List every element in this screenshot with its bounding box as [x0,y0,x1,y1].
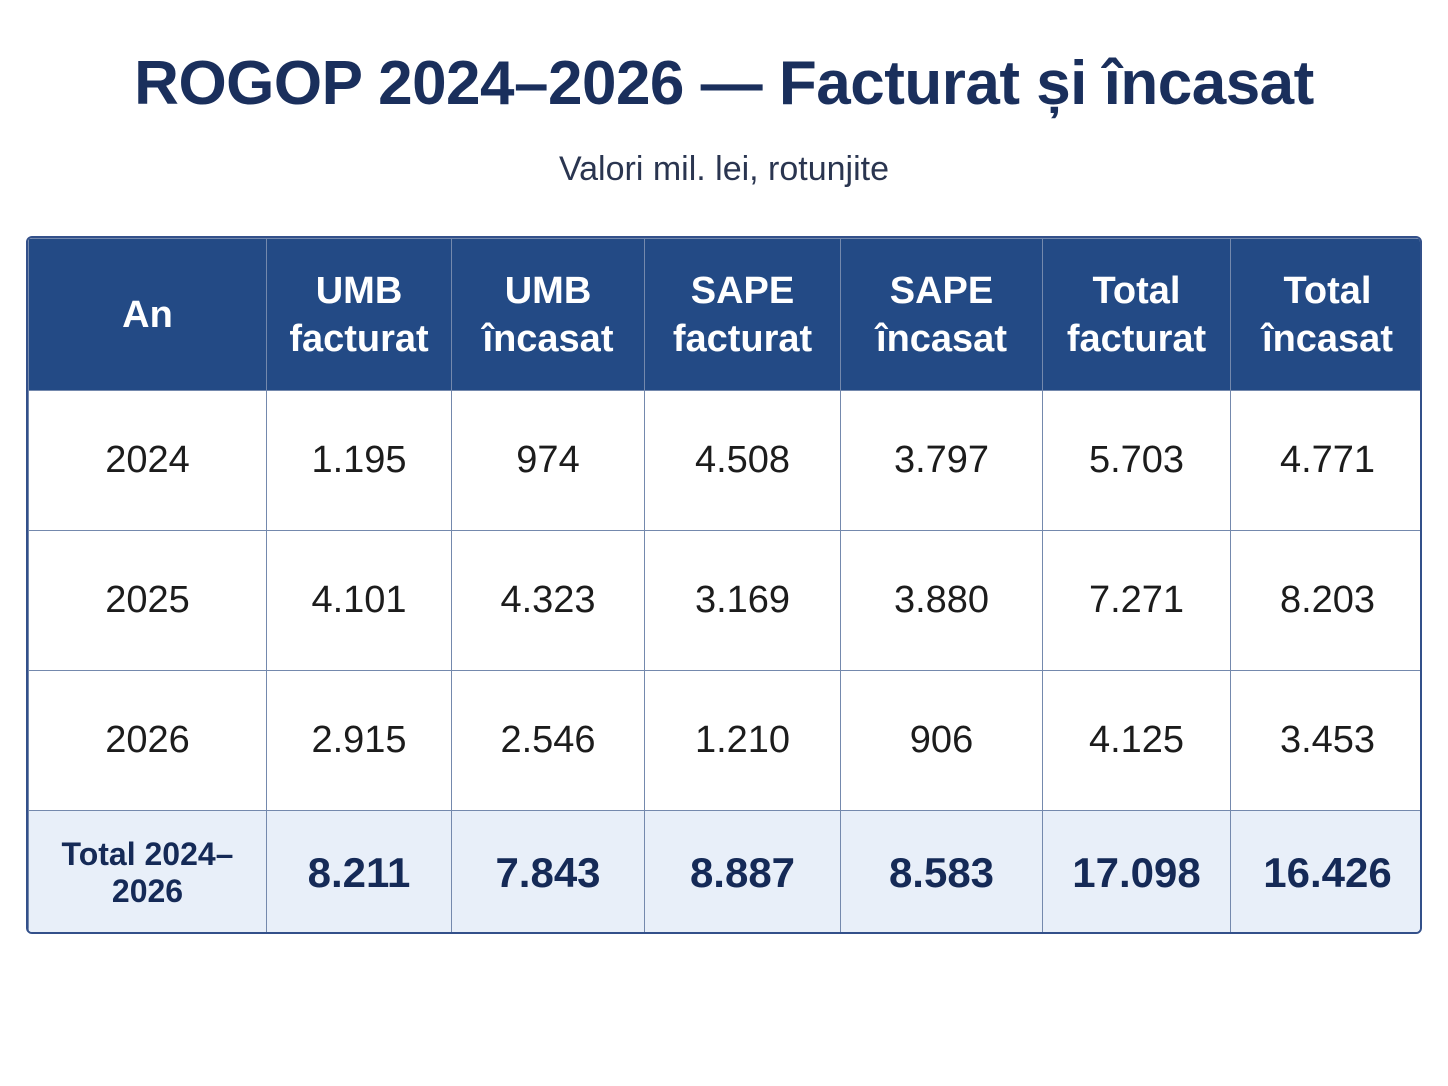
page-subtitle: Valori mil. lei, rotunjite [558,150,890,188]
table-cell-year: 2026 [28,670,267,811]
column-header-umb-facturat: UMB facturat [266,238,452,391]
column-header-line1: UMB [315,269,403,312]
table-header-row: An UMB facturat UMB încasat SAPE factura… [28,238,1420,391]
column-header-total-incasat: Total încasat [1230,238,1420,391]
table-cell-year: 2025 [28,530,267,671]
column-header-line2: facturat [1066,317,1207,360]
table-total-cell: 17.098 [1042,810,1231,932]
data-table: An UMB facturat UMB încasat SAPE factura… [28,238,1420,932]
column-header-sape-facturat: SAPE facturat [644,238,841,391]
table-cell: 3.797 [840,390,1043,531]
table-cell: 906 [840,670,1043,811]
table-cell: 2.546 [451,670,645,811]
table-total-cell: 7.843 [451,810,645,932]
table-total-cell: 8.211 [266,810,452,932]
table-cell: 8.203 [1230,530,1420,671]
column-header-line2: încasat [1262,317,1393,360]
table-cell: 4.508 [644,390,841,531]
column-header-line1: Total [1283,269,1372,312]
column-header-line2: încasat [876,317,1007,360]
column-header-umb-incasat: UMB încasat [451,238,645,391]
table-total-cell: 8.887 [644,810,841,932]
table-row-2026: 2026 2.915 2.546 1.210 906 4.125 3.453 [28,670,1420,811]
table-cell: 2.915 [266,670,452,811]
table-cell-year: 2024 [28,390,267,531]
table-cell: 4.771 [1230,390,1420,531]
table-cell: 3.169 [644,530,841,671]
column-header-line1: UMB [504,269,592,312]
column-header-line1: An [122,293,173,336]
table-cell: 1.195 [266,390,452,531]
table-total-label: Total 2024–2026 [28,810,267,932]
table-cell: 7.271 [1042,530,1231,671]
table-cell: 1.210 [644,670,841,811]
table-row-2024: 2024 1.195 974 4.508 3.797 5.703 4.771 [28,390,1420,531]
table-cell: 5.703 [1042,390,1231,531]
page-title: ROGOP 2024–2026 — Facturat și încasat [134,49,1314,118]
column-header-sape-incasat: SAPE încasat [840,238,1043,391]
column-header-line2: încasat [482,317,614,360]
table-total-cell: 8.583 [840,810,1043,932]
column-header-line2: facturat [289,317,429,360]
table-cell: 4.125 [1042,670,1231,811]
column-header-line1: SAPE [690,269,795,312]
table-cell: 974 [451,390,645,531]
data-table-container: An UMB facturat UMB încasat SAPE factura… [26,236,1422,934]
table-total-row: Total 2024–2026 8.211 7.843 8.887 8.583 … [28,810,1420,932]
column-header-an: An [28,238,267,391]
table-cell: 3.453 [1230,670,1420,811]
column-header-total-facturat: Total facturat [1042,238,1231,391]
table-cell: 4.101 [266,530,452,671]
table-total-cell: 16.426 [1230,810,1420,932]
column-header-line2: facturat [672,317,813,360]
table-row-2025: 2025 4.101 4.323 3.169 3.880 7.271 8.203 [28,530,1420,671]
column-header-line1: Total [1092,269,1181,312]
column-header-line1: SAPE [889,269,994,312]
table-cell: 3.880 [840,530,1043,671]
table-cell: 4.323 [451,530,645,671]
